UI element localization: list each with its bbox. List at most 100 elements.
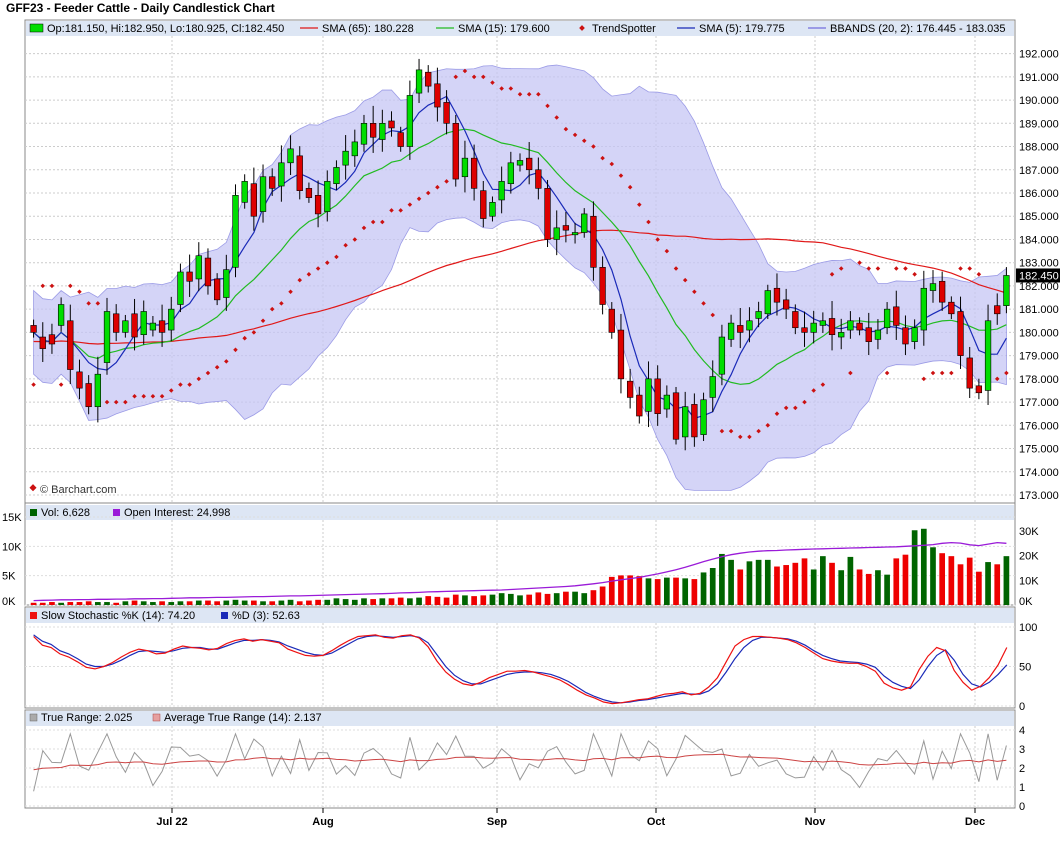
trendspotter-dot (242, 335, 247, 341)
price-y-tick-label: 175.000 (1019, 444, 1059, 456)
candle-body (562, 225, 570, 231)
candle-body (259, 176, 267, 212)
candle-body (819, 320, 827, 326)
price-y-tick-label: 182.000 (1019, 281, 1059, 293)
candle-body (709, 376, 716, 398)
candle-body (526, 157, 533, 171)
tr-tick-label: 1 (1019, 782, 1025, 794)
sma15-legend-text: SMA (15): 179.600 (458, 23, 550, 35)
last-price-label: 182.450 (1019, 270, 1059, 282)
volume-bar (581, 593, 588, 605)
candle-body (636, 394, 643, 417)
candle-body (883, 308, 891, 329)
volume-bar (737, 569, 744, 605)
candle-body (737, 325, 744, 333)
tr-legend-text: True Range: 2.025 (41, 712, 132, 724)
volume-bar (755, 559, 762, 605)
candle-body (764, 290, 771, 315)
trendspotter-dot (884, 370, 890, 376)
candle-body (425, 71, 432, 87)
trendspotter-dot (325, 260, 330, 265)
volume-bar (838, 570, 845, 605)
volume-bar (434, 596, 441, 605)
volume-bar (930, 547, 936, 605)
x-axis-label: Dec (965, 816, 985, 828)
trendspotter-dot (701, 301, 706, 306)
candle-body (342, 150, 349, 166)
candle-body (241, 181, 248, 203)
trendspotter-dot (802, 399, 807, 405)
volume-bar (85, 601, 92, 605)
candle-body (856, 322, 863, 331)
volume-bar (700, 572, 707, 605)
candle-body (122, 320, 129, 333)
candle-body (865, 327, 872, 342)
trendspotter-dot (159, 394, 165, 399)
trendspotter-dot (939, 370, 945, 376)
tr-legend-bar (26, 711, 1014, 726)
volume-bar (783, 565, 789, 605)
volume-bar (113, 602, 120, 605)
candle-body (85, 383, 92, 408)
vol-legend-text: Vol: 6,628 (41, 507, 90, 519)
candle-body (516, 160, 524, 166)
candle-body (415, 69, 423, 94)
candle-body (1003, 275, 1010, 306)
volume-bar (691, 579, 698, 605)
candle-body (140, 311, 147, 336)
candle-body (838, 332, 845, 338)
sma65-legend-text: SMA (65): 180.228 (322, 23, 414, 35)
volume-bar (884, 574, 890, 605)
last-price-tag (1016, 268, 1060, 283)
candle-body (94, 373, 101, 408)
candle-body (434, 83, 441, 108)
price-y-tick-label: 192.000 (1019, 49, 1059, 61)
candle-body (370, 123, 377, 138)
candle-body (911, 327, 918, 342)
candle-body (213, 278, 221, 301)
candle-body (966, 357, 973, 389)
trendspotter-dot (737, 434, 743, 440)
price-y-tick-label: 179.000 (1019, 351, 1059, 363)
x-axis-label: Nov (805, 816, 827, 828)
tr-legend-swatch (29, 713, 38, 722)
trendspotter-dot (949, 370, 954, 376)
candle-body (700, 399, 707, 435)
volume-bar (847, 556, 854, 605)
candle-body (746, 320, 753, 331)
trendspotter-dot (334, 254, 339, 260)
candles (30, 58, 1010, 451)
volume-bar (416, 597, 422, 605)
volume-bar (351, 599, 358, 605)
candle-body (544, 188, 551, 240)
volume-bar (957, 564, 964, 605)
trendspotter-dot (894, 266, 899, 271)
stoch-d-legend-text: %D (3): 52.63 (232, 610, 300, 622)
candle-body (314, 195, 322, 215)
candle-body (333, 167, 340, 185)
stoch-k-legend-text: Slow Stochastic %K (14): 74.20 (41, 610, 195, 622)
vol-right-tick: 10K (1019, 575, 1039, 587)
volume-bar (177, 601, 184, 605)
trendspotter-dot (673, 266, 679, 271)
volume-bar (278, 600, 285, 605)
trendspotter-dot (224, 359, 229, 364)
atr-legend-swatch (152, 713, 161, 722)
volume-bar (269, 601, 276, 605)
price-y-tick-label: 191.000 (1019, 72, 1059, 84)
trendspotter-dot (233, 347, 238, 353)
volume-bar (875, 570, 881, 605)
price-y-tick-label: 183.000 (1019, 258, 1059, 270)
candle-body (39, 336, 46, 349)
candle-body (654, 378, 661, 414)
trendspotter-dot (912, 272, 917, 277)
volume-bar (480, 595, 487, 605)
trendspotter-dot (343, 243, 348, 248)
candle-body (792, 311, 799, 329)
atr-legend-text: Average True Range (14): 2.137 (164, 712, 322, 724)
volume-bar (663, 577, 670, 605)
trendspotter-dot (260, 318, 266, 324)
candle-body (929, 283, 937, 291)
candle-body (672, 392, 680, 440)
